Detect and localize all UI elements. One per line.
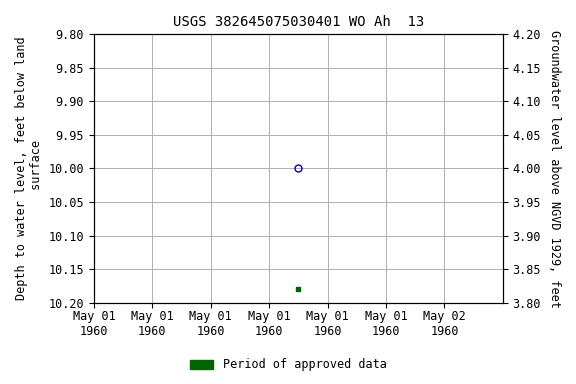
Legend: Period of approved data: Period of approved data (185, 354, 391, 376)
Title: USGS 382645075030401 WO Ah  13: USGS 382645075030401 WO Ah 13 (173, 15, 424, 29)
Y-axis label: Groundwater level above NGVD 1929, feet: Groundwater level above NGVD 1929, feet (548, 30, 561, 308)
Y-axis label: Depth to water level, feet below land
 surface: Depth to water level, feet below land su… (15, 37, 43, 300)
